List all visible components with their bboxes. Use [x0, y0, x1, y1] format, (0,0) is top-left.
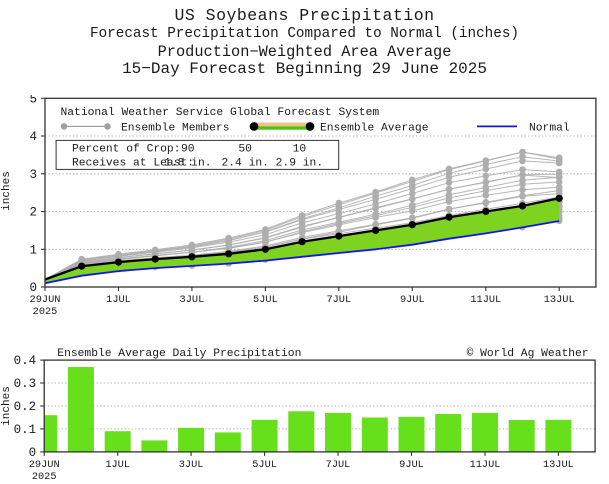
svg-text:2025: 2025 — [32, 471, 57, 483]
svg-text:9JUL: 9JUL — [399, 459, 424, 471]
svg-text:0.2: 0.2 — [14, 400, 37, 414]
svg-text:0: 0 — [29, 446, 37, 460]
svg-text:National Weather Service Globa: National Weather Service Global Forecast… — [61, 107, 380, 119]
svg-text:2.4 in.: 2.4 in. — [221, 158, 268, 170]
svg-text:3JUL: 3JUL — [179, 459, 204, 471]
svg-text:50: 50 — [238, 144, 252, 156]
svg-text:13JUL: 13JUL — [543, 459, 574, 471]
svg-text:Ensemble Average Daily Precipi: Ensemble Average Daily Precipitation — [57, 348, 301, 360]
svg-text:1.8 in.: 1.8 in. — [164, 158, 211, 170]
svg-text:Ensemble Average: Ensemble Average — [320, 123, 429, 135]
svg-text:Percent of Crop:: Percent of Crop: — [72, 144, 180, 156]
svg-text:0.4: 0.4 — [14, 354, 37, 368]
svg-text:90: 90 — [181, 144, 195, 156]
svg-text:© World Ag Weather: © World Ag Weather — [467, 348, 589, 360]
svg-text:7JUL: 7JUL — [326, 459, 351, 471]
svg-text:Ensemble Members: Ensemble Members — [121, 123, 229, 135]
svg-text:5JUL: 5JUL — [252, 459, 277, 471]
svg-text:29JUN: 29JUN — [29, 459, 60, 471]
svg-text:10: 10 — [293, 144, 307, 156]
svg-text:Normal: Normal — [529, 123, 570, 135]
svg-text:2.9 in.: 2.9 in. — [276, 158, 323, 170]
svg-text:0.1: 0.1 — [14, 423, 37, 437]
svg-text:1JUL: 1JUL — [105, 459, 130, 471]
svg-text:0.3: 0.3 — [14, 377, 37, 391]
svg-text:11JUL: 11JUL — [470, 459, 501, 471]
